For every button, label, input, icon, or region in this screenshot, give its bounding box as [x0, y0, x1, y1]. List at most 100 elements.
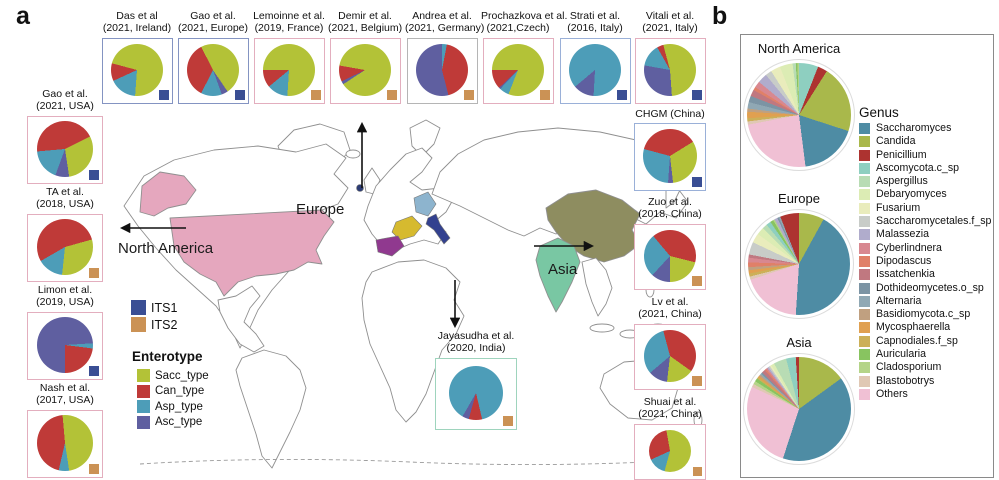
study-card-lv-china: Lv et al. (2021, China): [624, 296, 716, 390]
genus-swatch: [859, 375, 870, 387]
genus-swatch: [859, 216, 870, 228]
its-legend-row: ITS1: [131, 300, 177, 315]
regional-pie-europe: [748, 213, 850, 315]
study-pie: [111, 43, 163, 96]
study-label: Nash et al. (2017, USA): [36, 382, 94, 407]
its-marker: [693, 466, 702, 476]
genus-legend-title: Genus: [859, 105, 899, 120]
regional-pie-north-america: [747, 63, 851, 167]
regional-pie-group-asia: Asia: [743, 335, 855, 470]
study-pie: [492, 43, 544, 96]
study-card-andrea-germany: Andrea et al. (2021, Germany): [405, 10, 485, 104]
map-france: [391, 215, 423, 241]
world-map: [119, 119, 703, 469]
its-marker: [691, 89, 702, 100]
genus-label: Saccharomycetales.f_sp: [876, 215, 992, 228]
study-card-ta-usa: TA et al. (2018, USA): [20, 186, 110, 282]
genus-legend-row: Ascomycota.c_sp: [859, 162, 991, 174]
genus-label: Auricularia: [876, 348, 927, 361]
genus-label: Fusarium: [876, 201, 921, 214]
enterotype-legend-row: Asc_type: [137, 415, 209, 429]
study-pie: [643, 129, 697, 184]
study-box: [559, 37, 631, 104]
study-card-zuo-china: Zuo et al. (2018, China): [624, 196, 716, 290]
study-label: Gao et al. (2021, USA): [36, 88, 94, 113]
genus-legend-row: Capnodiales.f_sp: [859, 335, 991, 347]
its-marker: [692, 177, 702, 188]
panel-a-label: a: [16, 2, 30, 30]
study-box: [27, 311, 103, 380]
study-label: TA et al. (2018, USA): [36, 186, 94, 211]
map-spain: [375, 235, 405, 257]
genus-label: Candida: [876, 135, 916, 148]
genus-label: Malassezia: [876, 228, 929, 241]
study-pie: [339, 43, 391, 96]
genus-legend-row: Issatchenkia: [859, 268, 991, 281]
study-card-gao-europe: Gao et al. (2021, Europe): [176, 10, 250, 104]
pie-ring: [744, 209, 854, 319]
genus-legend-row: Mycosphaerella: [859, 322, 991, 334]
region-label-asia: Asia: [548, 261, 578, 278]
its-marker: [463, 89, 474, 100]
genus-label: Debaryomyces: [876, 188, 947, 201]
genus-swatch: [859, 349, 870, 361]
study-label: Shuai et al. (2021, China): [638, 396, 702, 421]
enterotype-label: Sacc_type: [155, 369, 209, 382]
map-africa: [361, 259, 465, 423]
map-se-asia: [581, 257, 613, 317]
its-marker: [539, 89, 550, 100]
genus-legend-row: Fusarium: [859, 201, 991, 214]
genus-swatch: [859, 282, 870, 294]
study-label: Andrea et al. (2021, Germany): [405, 10, 485, 35]
genus-swatch: [859, 176, 870, 188]
study-box: [253, 37, 325, 104]
pie-ring: [743, 59, 855, 171]
panel-b-label: b: [712, 2, 728, 30]
genus-legend-row: Penicillium: [859, 149, 991, 161]
map-mexico: [217, 285, 265, 353]
map-alaska: [139, 171, 197, 217]
region-label-north-america: North America: [118, 240, 214, 257]
study-card-lemoinne-france: Lemoinne et al. (2019, France): [252, 10, 326, 104]
genus-legend-row: Alternaria: [859, 295, 991, 307]
study-pie: [37, 414, 93, 471]
study-pie: [649, 429, 691, 472]
genus-swatch: [859, 322, 870, 334]
study-card-gao-usa: Gao et al. (2021, USA): [20, 88, 110, 184]
genus-swatch: [859, 269, 870, 281]
study-box: [27, 409, 103, 478]
study-pie: [644, 329, 696, 382]
its-swatch: [131, 317, 146, 332]
its-marker: [692, 375, 702, 386]
genus-label: Saccharomyces: [876, 122, 952, 134]
genus-label: Cladosporium: [876, 361, 942, 374]
genus-legend-row: Debaryomyces: [859, 188, 991, 201]
panel-b-box: North America Europe Asia Genus Saccharo…: [740, 34, 994, 478]
genus-legend-row: Saccharomyces: [859, 123, 991, 134]
genus-label: Issatchenkia: [876, 268, 935, 281]
enterotype-label: Asc_type: [155, 416, 203, 428]
enterotype-legend-row: Sacc_type: [137, 369, 209, 382]
study-box: [634, 323, 706, 390]
genus-label: Blastobotrys: [876, 374, 935, 387]
map-south-america: [235, 349, 307, 469]
genus-legend-row: Saccharomycetales.f_sp: [859, 215, 992, 228]
map-scandinavia: [409, 119, 441, 157]
genus-legend-row: Dothideomycetes.o_sp: [859, 282, 991, 294]
map-usa: [169, 209, 335, 297]
study-card-das-ireland: Das et al (2021, Ireland): [100, 10, 174, 104]
study-box: [27, 213, 103, 282]
study-card-strati-italy: Strati et al. (2016, Italy): [558, 10, 632, 104]
study-label: Prochazkova et al. (2021,Czech): [481, 10, 568, 35]
its-marker: [310, 89, 321, 100]
study-pie: [416, 43, 468, 96]
study-pie: [644, 43, 696, 96]
genus-swatch: [859, 255, 870, 267]
genus-label: Aspergillus: [876, 175, 928, 188]
its-marker: [616, 89, 627, 100]
genus-swatch: [859, 388, 870, 400]
study-label: CHGM (China): [635, 108, 705, 120]
genus-swatch: [859, 136, 870, 148]
study-box: [177, 37, 249, 104]
regional-pie-title: Europe: [778, 191, 820, 206]
